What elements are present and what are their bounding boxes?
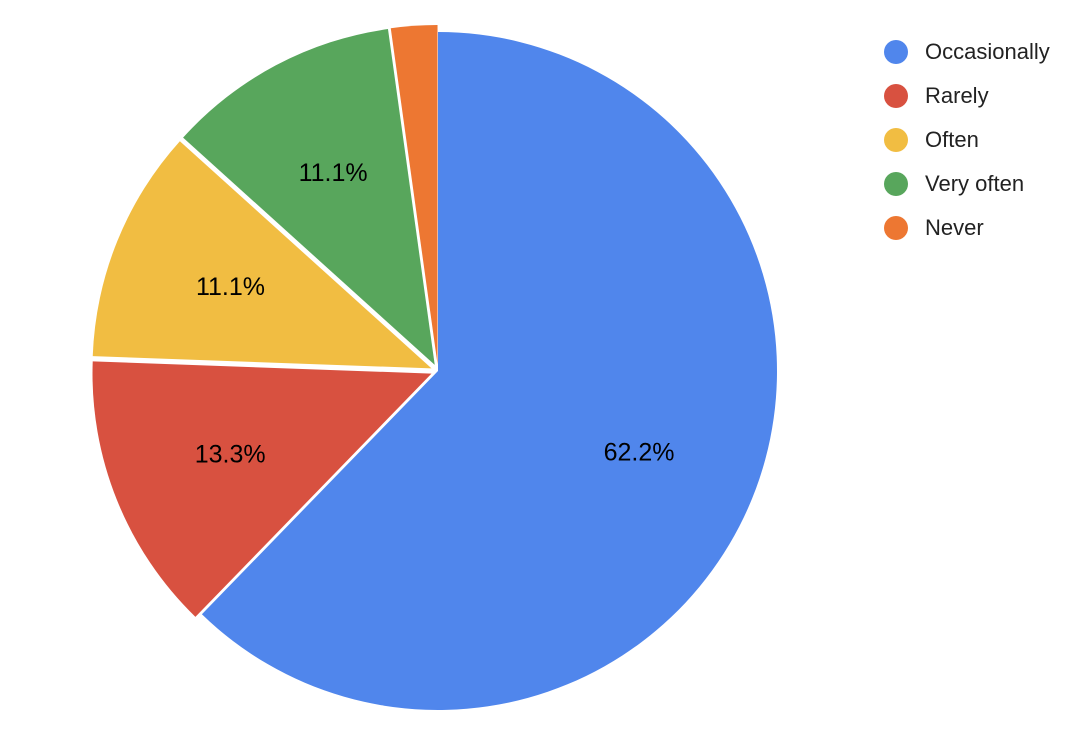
legend-label: Rarely	[925, 83, 989, 108]
legend-item-rarely[interactable]: Rarely	[884, 74, 1050, 118]
pie-slice-very-often[interactable]	[183, 29, 435, 365]
data-label-very-often: 11.1%	[299, 159, 368, 187]
legend-item-never[interactable]: Never	[884, 206, 1050, 250]
pie-slice-occasionally[interactable]	[201, 32, 778, 710]
legend-label: Very often	[925, 171, 1025, 196]
pie-data-labels: 62.2% 13.3% 11.1% 11.1%	[195, 159, 675, 468]
legend-item-very-often[interactable]: Very often	[884, 162, 1050, 206]
chart-legend: Occasionally Rarely Often Very often Never	[884, 30, 1050, 250]
data-label-rarely: 13.3%	[195, 441, 266, 469]
data-label-often: 11.1%	[196, 273, 265, 301]
legend-swatch-rarely	[884, 84, 908, 108]
legend-label: Often	[925, 127, 979, 152]
legend-swatch-very-often	[884, 172, 908, 196]
legend-label: Occasionally	[925, 39, 1050, 64]
legend-item-occasionally[interactable]: Occasionally	[884, 30, 1050, 74]
legend-swatch-never	[884, 216, 908, 240]
pie-slice-rarely[interactable]	[92, 361, 432, 617]
pie-slices	[92, 25, 778, 710]
data-label-occasionally: 62.2%	[604, 439, 675, 467]
legend-item-often[interactable]: Often	[884, 118, 1050, 162]
pie-slice-often[interactable]	[92, 141, 432, 369]
legend-swatch-often	[884, 128, 908, 152]
legend-label: Never	[925, 215, 984, 240]
legend-swatch-occasionally	[884, 40, 908, 64]
pie-slice-never[interactable]	[390, 25, 438, 365]
